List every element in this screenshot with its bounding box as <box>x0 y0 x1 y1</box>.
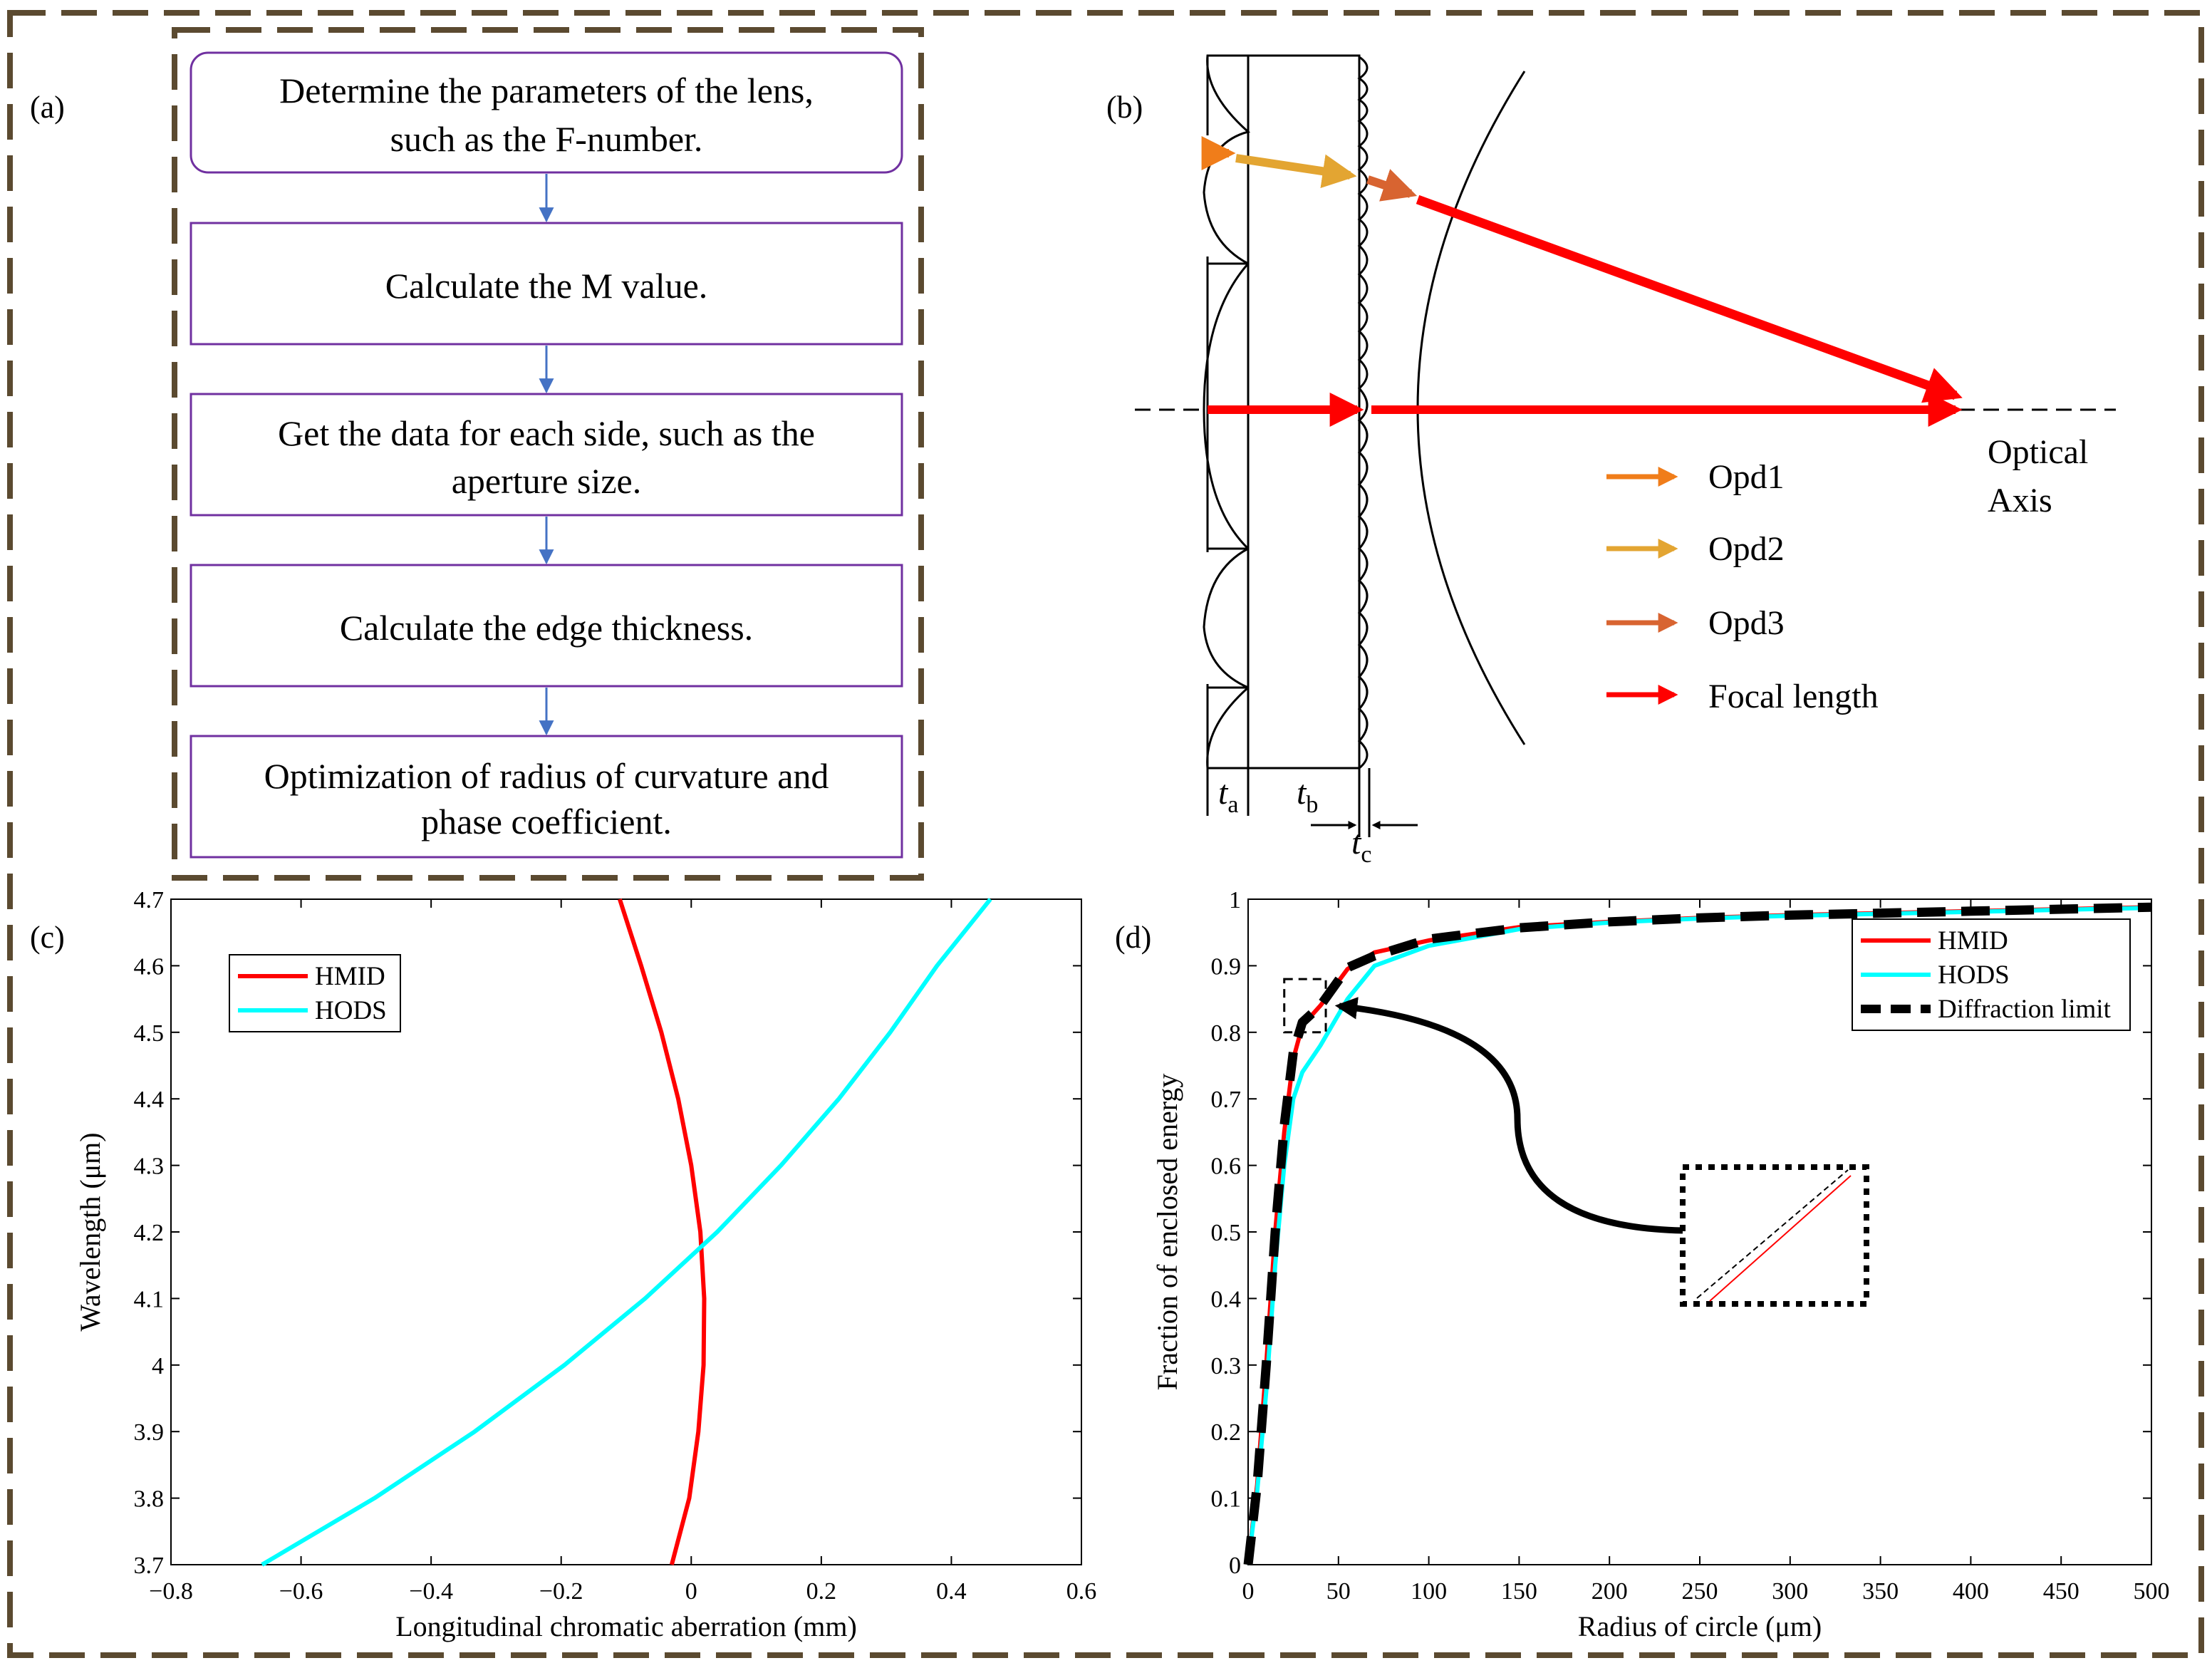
d-legend-entry: HMID <box>1938 926 2008 955</box>
d-xtick-label: 300 <box>1772 1578 1808 1605</box>
d-xtick-label: 400 <box>1953 1578 1989 1605</box>
c-ytick-label: 4.6 <box>134 953 165 980</box>
flow-step-1-line2: such as the F-number. <box>390 119 703 159</box>
flow-step-4-box <box>189 564 903 688</box>
c-ytick-label: 4 <box>152 1353 164 1379</box>
c-ytick-label: 4.2 <box>134 1220 165 1246</box>
panel-label-d: (d) <box>1115 920 1151 955</box>
c-xtick-label: −0.4 <box>409 1578 453 1605</box>
c-legend-box <box>229 954 401 1032</box>
d-ytick-label: 0.7 <box>1211 1087 1242 1113</box>
d-ytick-label: 0.3 <box>1211 1353 1242 1379</box>
flowchart: Determine the parameters of the lens, su… <box>189 51 903 859</box>
d-inset-diffraction <box>1696 1169 1849 1299</box>
c-series-hmid <box>618 898 707 1565</box>
lens-legend-opd3: Opd3 <box>1708 604 1785 642</box>
chart-d: 0 50 100 150 200 250 300 350 400 450 500 0 0.1 0.2 0.3… <box>1151 887 2170 1642</box>
c-xtick-label: 0.6 <box>1066 1578 1097 1605</box>
d-ytick-label: 0.5 <box>1211 1220 1242 1246</box>
lens-legend-opd2: Opd2 <box>1708 530 1785 568</box>
c-xtick-label: 0.4 <box>936 1578 967 1605</box>
lens-legend: Opd1 Opd2 Opd3 Focal length <box>1606 458 1879 715</box>
lens-legend-opd1: Opd1 <box>1708 458 1785 496</box>
thickness-label-ta: ta <box>1218 774 1238 818</box>
c-ytick-label: 3.9 <box>134 1419 165 1446</box>
c-ytick-label: 4.7 <box>134 887 165 913</box>
d-legend-entry: HODS <box>1938 960 2010 990</box>
c-xlabel: Longitudinal chromatic aberration (mm) <box>395 1610 857 1642</box>
d-xtick-label: 200 <box>1592 1578 1628 1605</box>
d-xtick-label: 250 <box>1682 1578 1718 1605</box>
optical-axis-label-line1: Optical <box>1988 433 2088 471</box>
d-xtick-label: 350 <box>1862 1578 1899 1605</box>
c-ytick-label: 3.7 <box>134 1553 165 1579</box>
d-zoom-region <box>1283 978 1327 1034</box>
ray-focal-oblique <box>1416 195 1963 403</box>
thickness-label-tc: tc <box>1351 824 1371 868</box>
d-xtick-label: 450 <box>2043 1578 2079 1605</box>
lens-legend-focal: Focal length <box>1708 678 1879 715</box>
flow-step-3-line2: aperture size. <box>452 461 642 501</box>
flow-step-3-box <box>189 393 903 517</box>
c-series-hods <box>261 898 992 1567</box>
d-legend-entry: Diffraction limit <box>1938 995 2112 1024</box>
c-legend-entry: HODS <box>315 996 387 1025</box>
outer-frame <box>7 10 2204 1658</box>
d-xtick-label: 50 <box>1326 1578 1351 1605</box>
c-ytick-label: 4.1 <box>134 1286 165 1312</box>
d-ytick-label: 0.1 <box>1211 1486 1242 1513</box>
thickness-label-tb: tb <box>1297 774 1318 818</box>
d-inset-box <box>1680 1164 1869 1307</box>
flow-step-3-line1: Get the data for each side, such as the <box>278 413 815 453</box>
flow-step-1-box <box>189 51 903 174</box>
d-xtick-label: 500 <box>2134 1578 2170 1605</box>
lens-right-diffractive <box>1357 56 1369 770</box>
d-ytick-label: 0.9 <box>1211 953 1242 980</box>
c-xtick-label: −0.2 <box>539 1578 583 1605</box>
optical-axis-label-line2: Axis <box>1988 482 2052 519</box>
c-xtick-label: 0.2 <box>806 1578 837 1605</box>
flow-step-4-line1: Calculate the edge thickness. <box>340 608 753 648</box>
d-ytick-label: 0.4 <box>1211 1286 1242 1312</box>
c-ylabel: Wavelength (μm) <box>74 1132 106 1331</box>
panel-label-b: (b) <box>1106 90 1143 125</box>
ray-opd3 <box>1366 169 1418 202</box>
flow-step-5-box <box>189 735 903 859</box>
d-ytick-label: 1 <box>1229 887 1241 913</box>
flow-step-5-line1: Optimization of radius of curvature and <box>264 756 829 796</box>
panel-label-a: (a) <box>30 90 65 125</box>
d-xlabel: Radius of circle (μm) <box>1578 1610 1822 1642</box>
flow-step-1-line1: Determine the parameters of the lens, <box>279 71 814 110</box>
d-ylabel: Fraction of enclosed energy <box>1151 1074 1183 1391</box>
d-ytick-label: 0.2 <box>1211 1419 1242 1446</box>
flow-step-5-line2: phase coefficient. <box>421 802 672 841</box>
c-legend-entry: HMID <box>315 962 385 991</box>
flow-step-2-line1: Calculate the M value. <box>385 266 708 306</box>
c-ytick-label: 3.8 <box>134 1486 165 1513</box>
c-ytick-label: 4.4 <box>134 1087 165 1113</box>
flowchart-frame <box>172 27 924 881</box>
d-xtick-label: 100 <box>1411 1578 1447 1605</box>
chart-c: −0.8 −0.6 −0.4 −0.2 0 0.2 0.4 0.6 3.7 3.8 3.9 4 4.1 4… <box>74 887 1096 1642</box>
lens-diagram <box>1203 54 1526 837</box>
d-series-diffraction-limit <box>1243 902 2152 1565</box>
c-xtick-label: −0.8 <box>149 1578 193 1605</box>
c-xtick-label: −0.6 <box>279 1578 323 1605</box>
c-ytick-label: 4.3 <box>134 1154 165 1180</box>
d-inset-hmid <box>1709 1175 1852 1302</box>
d-ytick-label: 0.6 <box>1211 1154 1242 1180</box>
d-ytick-label: 0 <box>1229 1553 1241 1579</box>
ray-opd2 <box>1235 154 1357 189</box>
flow-step-2-box <box>189 222 903 346</box>
c-ytick-label: 4.5 <box>134 1020 165 1047</box>
d-xtick-label: 150 <box>1501 1578 1537 1605</box>
panel-label-c: (c) <box>30 920 65 955</box>
d-zoom-callout-arrow <box>1334 997 1683 1234</box>
d-xtick-label: 0 <box>1242 1578 1255 1605</box>
c-xtick-label: 0 <box>685 1578 697 1605</box>
d-ytick-label: 0.8 <box>1211 1020 1242 1047</box>
